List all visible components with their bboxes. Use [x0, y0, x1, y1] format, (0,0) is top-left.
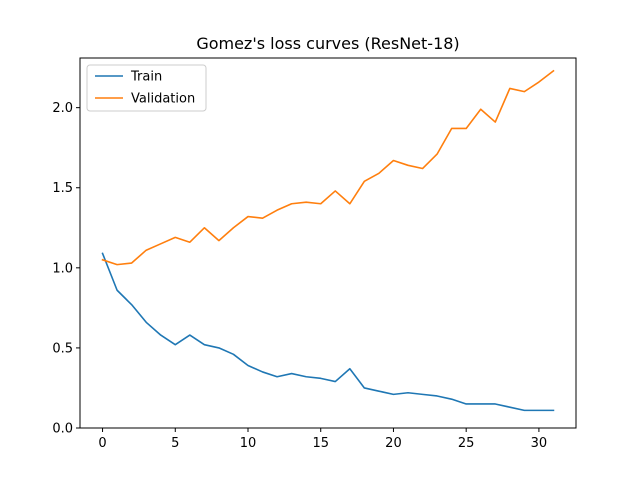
y-tick-label: 1.0 — [52, 261, 73, 276]
legend: Train Validation — [86, 64, 207, 112]
x-tick-label: 10 — [240, 436, 257, 451]
y-tick-label: 1.5 — [52, 181, 73, 196]
chart-title: Gomez's loss curves (ResNet-18) — [196, 34, 459, 53]
series-line-validation — [101, 69, 555, 266]
y-axis: 0.0 0.5 1.0 1.5 2.0 — [52, 101, 80, 437]
plot-area-frame — [79, 57, 577, 429]
y-tick-label: 2.0 — [52, 101, 73, 116]
legend-label-validation: Validation — [131, 92, 195, 107]
x-tick-label: 0 — [98, 436, 106, 451]
x-tick-label: 5 — [171, 436, 179, 451]
legend-label-train: Train — [130, 70, 162, 85]
series-line-train — [101, 252, 555, 412]
x-tick-label: 20 — [385, 436, 402, 451]
x-tick-label: 30 — [531, 436, 548, 451]
x-axis: 0 5 10 15 20 25 30 — [98, 428, 547, 451]
y-tick-label: 0.5 — [52, 341, 73, 356]
x-tick-label: 15 — [312, 436, 329, 451]
y-tick-label: 0.0 — [52, 422, 73, 437]
x-tick-label: 25 — [458, 436, 475, 451]
series-layer — [101, 69, 555, 412]
